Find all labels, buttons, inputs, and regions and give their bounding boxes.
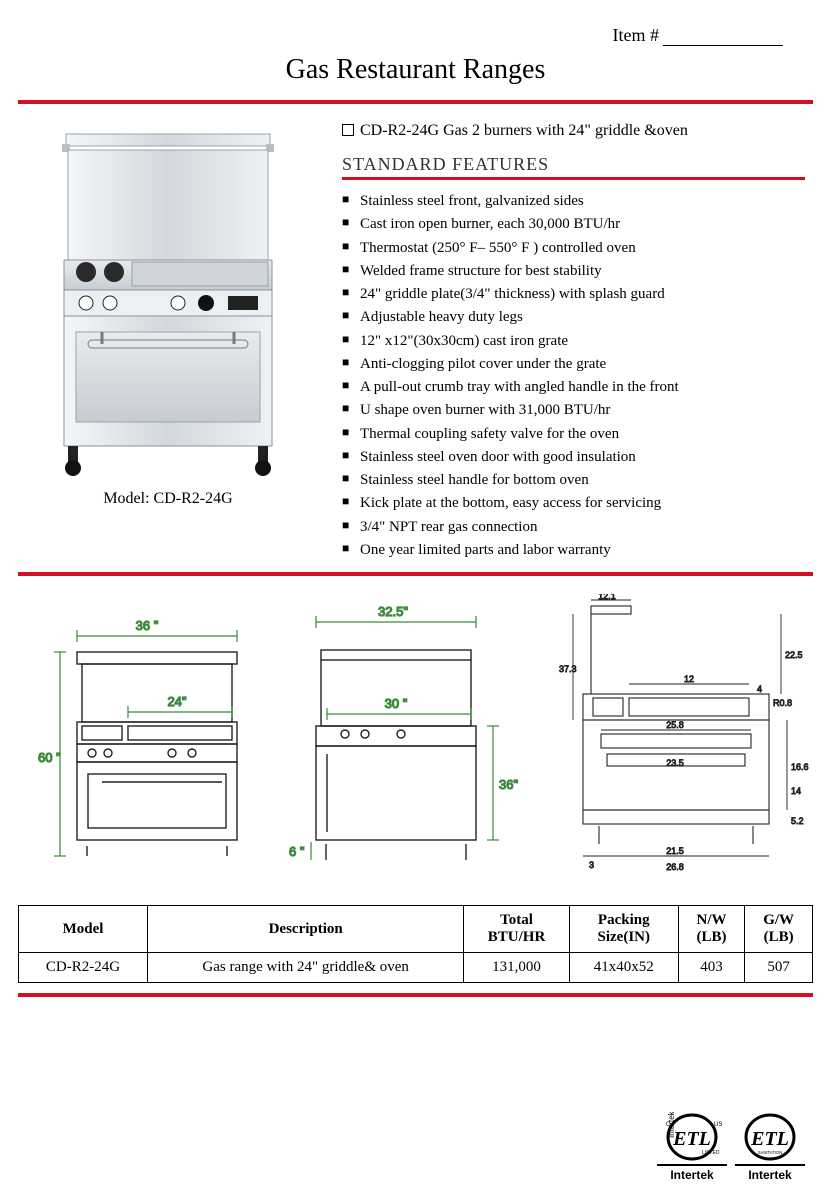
table-cell: 131,000 bbox=[464, 953, 569, 983]
svg-text:LISTED: LISTED bbox=[702, 1150, 720, 1156]
diagram-front: 36 " 24" 60 " bbox=[22, 594, 262, 889]
table-cell: CD-R2-24G bbox=[19, 953, 148, 983]
intertek-label: Intertek bbox=[735, 1164, 805, 1182]
feature-item: Cast iron open burner, each 30,000 BTU/h… bbox=[342, 213, 805, 236]
svg-text:4: 4 bbox=[757, 684, 762, 694]
svg-text:US: US bbox=[714, 1122, 722, 1128]
svg-text:26.8: 26.8 bbox=[666, 862, 684, 872]
model-checkbox-label: CD-R2-24G Gas 2 burners with 24" griddle… bbox=[360, 122, 688, 139]
svg-text:24": 24" bbox=[167, 694, 186, 709]
table-header-cell: PackingSize(IN) bbox=[569, 906, 678, 953]
table-cell: Gas range with 24" griddle& oven bbox=[148, 953, 464, 983]
intertek-label: Intertek bbox=[657, 1164, 727, 1182]
feature-item: 3/4" NPT rear gas connection bbox=[342, 516, 805, 539]
item-blank[interactable] bbox=[663, 45, 783, 46]
feature-item: Stainless steel handle for bottom oven bbox=[342, 469, 805, 492]
item-label: Item # bbox=[613, 25, 660, 45]
photo-column: Model: CD-R2-24G bbox=[18, 122, 318, 562]
table-header-row: ModelDescriptionTotalBTU/HRPackingSize(I… bbox=[19, 906, 813, 953]
table-cell: 507 bbox=[745, 953, 813, 983]
svg-text:21.5: 21.5 bbox=[666, 846, 684, 856]
features-underline bbox=[342, 177, 805, 180]
svg-text:ETL: ETL bbox=[750, 1128, 789, 1150]
feature-item: Thermostat (250° F– 550° F ) controlled … bbox=[342, 237, 805, 260]
divider-bottom bbox=[18, 993, 813, 997]
table-cell: 41x40x52 bbox=[569, 953, 678, 983]
upper-section: Model: CD-R2-24G CD-R2-24G Gas 2 burners… bbox=[18, 108, 813, 562]
svg-text:R0.8: R0.8 bbox=[773, 698, 792, 708]
item-number-field: Item # bbox=[18, 25, 813, 46]
etl-listed-badge: Intertek ETL LISTED US C Intertek bbox=[657, 1112, 727, 1182]
feature-item: Kick plate at the bottom, easy access fo… bbox=[342, 492, 805, 515]
svg-text:30 ": 30 " bbox=[384, 696, 407, 711]
product-photo bbox=[28, 122, 308, 482]
feature-item: U shape oven burner with 31,000 BTU/hr bbox=[342, 399, 805, 422]
svg-text:22.5: 22.5 bbox=[785, 650, 803, 660]
feature-item: Adjustable heavy duty legs bbox=[342, 306, 805, 329]
features-list: Stainless steel front, galvanized sidesC… bbox=[342, 190, 805, 562]
svg-text:6 ": 6 " bbox=[289, 844, 305, 859]
table-cell: 403 bbox=[678, 953, 745, 983]
svg-text:5.2: 5.2 bbox=[791, 816, 804, 826]
svg-text:23.5: 23.5 bbox=[666, 758, 684, 768]
feature-item: Stainless steel oven door with good insu… bbox=[342, 446, 805, 469]
feature-item: Anti-clogging pilot cover under the grat… bbox=[342, 353, 805, 376]
table-header-cell: Model bbox=[19, 906, 148, 953]
diagrams-row: 36 " 24" 60 " 32.5" bbox=[18, 580, 813, 899]
model-checkbox[interactable] bbox=[342, 124, 354, 136]
feature-item: Thermal coupling safety valve for the ov… bbox=[342, 423, 805, 446]
svg-text:12.1: 12.1 bbox=[598, 594, 616, 601]
spec-table: ModelDescriptionTotalBTU/HRPackingSize(I… bbox=[18, 905, 813, 983]
svg-text:32.5": 32.5" bbox=[378, 604, 408, 619]
svg-text:16.6: 16.6 bbox=[791, 762, 809, 772]
feature-item: One year limited parts and labor warrant… bbox=[342, 539, 805, 562]
page-title: Gas Restaurant Ranges bbox=[18, 54, 813, 86]
diagram-top: 12.1 22.5 37.3 12 4 R0.8 25.8 23.5 16.6 … bbox=[529, 594, 809, 889]
table-header-cell: N/W(LB) bbox=[678, 906, 745, 953]
svg-text:SANITATION: SANITATION bbox=[758, 1150, 783, 1155]
photo-caption: Model: CD-R2-24G bbox=[18, 490, 318, 508]
table-row: CD-R2-24GGas range with 24" griddle& ove… bbox=[19, 953, 813, 983]
svg-text:37.3: 37.3 bbox=[559, 664, 577, 674]
features-column: CD-R2-24G Gas 2 burners with 24" griddle… bbox=[342, 122, 813, 562]
svg-text:ETL: ETL bbox=[672, 1128, 711, 1150]
feature-item: 24" griddle plate(3/4" thickness) with s… bbox=[342, 283, 805, 306]
svg-text:36 ": 36 " bbox=[136, 618, 159, 633]
svg-text:14: 14 bbox=[791, 786, 801, 796]
features-heading: STANDARD FEATURES bbox=[342, 154, 805, 175]
svg-text:36": 36" bbox=[499, 777, 518, 792]
feature-item: Stainless steel front, galvanized sides bbox=[342, 190, 805, 213]
divider-mid bbox=[18, 572, 813, 576]
svg-text:C: C bbox=[666, 1122, 671, 1128]
svg-text:60 ": 60 " bbox=[38, 750, 61, 765]
feature-item: A pull-out crumb tray with angled handle… bbox=[342, 376, 805, 399]
svg-text:3: 3 bbox=[589, 860, 594, 870]
svg-text:25.8: 25.8 bbox=[666, 720, 684, 730]
feature-item: 12" x12"(30x30cm) cast iron grate bbox=[342, 330, 805, 353]
feature-item: Welded frame structure for best stabilit… bbox=[342, 260, 805, 283]
divider-top bbox=[18, 100, 813, 104]
model-checkbox-row: CD-R2-24G Gas 2 burners with 24" griddle… bbox=[342, 122, 805, 140]
certifications: Intertek ETL LISTED US C Intertek ETL SA… bbox=[657, 1112, 805, 1182]
table-header-cell: G/W(LB) bbox=[745, 906, 813, 953]
etl-sanitation-badge: ETL SANITATION Intertek bbox=[735, 1112, 805, 1182]
table-header-cell: TotalBTU/HR bbox=[464, 906, 569, 953]
svg-text:12: 12 bbox=[684, 674, 694, 684]
table-header-cell: Description bbox=[148, 906, 464, 953]
diagram-side: 32.5" 30 " 36" 6 " bbox=[271, 594, 521, 889]
